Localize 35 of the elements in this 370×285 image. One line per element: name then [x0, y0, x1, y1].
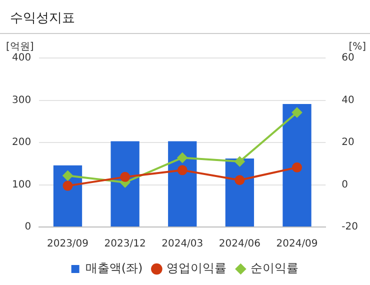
- bar: [282, 104, 312, 226]
- x-tick-label: 2023/09: [46, 238, 89, 250]
- bar: [168, 141, 197, 226]
- y-tick-label: 200: [12, 137, 32, 148]
- y2-tick-label: -20: [342, 222, 358, 233]
- y-tick-label: 400: [12, 52, 32, 64]
- y-tick-label: 100: [12, 179, 32, 190]
- x-tick-label: 2024/09: [276, 238, 318, 250]
- y-tick-label: 0: [24, 222, 32, 233]
- point: [234, 156, 245, 167]
- y2-axis-title: [%]: [348, 42, 366, 53]
- x-tick-label: 2023/12: [104, 238, 146, 250]
- y2-tick-label: 40: [342, 94, 354, 106]
- point: [62, 170, 73, 181]
- point: [177, 152, 188, 163]
- point: [177, 165, 188, 176]
- y-tick-label: 300: [12, 94, 32, 106]
- legend-label: 순이익률: [250, 261, 299, 276]
- point: [292, 162, 302, 172]
- chart-title: 수익성지표: [0, 0, 370, 34]
- point: [234, 175, 245, 186]
- x-tick-label: 2024/03: [162, 238, 204, 250]
- bar: [110, 141, 140, 226]
- y-axis-title: [억원]: [6, 42, 34, 53]
- bar: [225, 158, 254, 226]
- point: [120, 172, 130, 182]
- y2-tick-label: 0: [342, 179, 348, 190]
- legend-label: 영업이익률: [166, 261, 227, 276]
- point: [292, 108, 302, 118]
- y2-tick-label: 20: [342, 137, 354, 148]
- x-tick-label: 2024/06: [218, 238, 260, 250]
- point: [62, 180, 73, 191]
- y2-tick-label: 60: [342, 52, 354, 64]
- legend-label: 매출액(좌): [85, 261, 143, 276]
- bar: [53, 165, 82, 226]
